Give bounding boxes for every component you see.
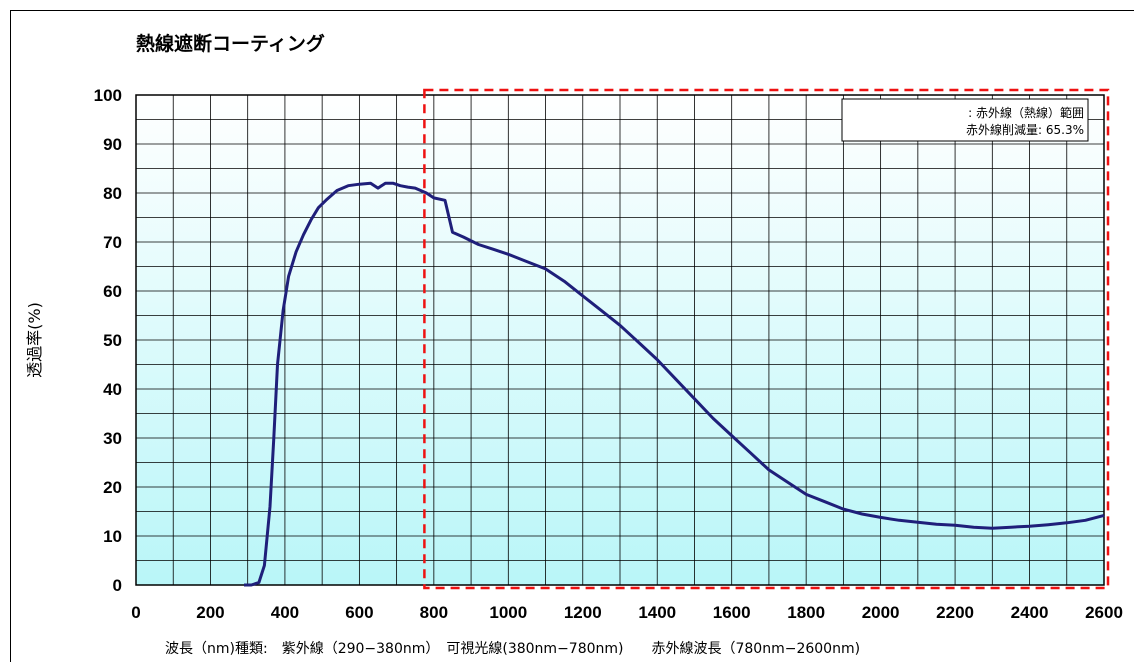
x-tick-label: 2600 [1085, 603, 1123, 622]
x-tick-label: 1400 [638, 603, 676, 622]
x-tick-label: 1000 [489, 603, 527, 622]
x-tick-label: 400 [271, 603, 299, 622]
x-tick-label: 1800 [787, 603, 825, 622]
infrared-range-highlight [423, 88, 1110, 590]
plot-border [135, 94, 1105, 586]
grid [136, 95, 1104, 585]
y-tick-labels: 0 10 20 30 40 50 60 70 80 90 100 [94, 86, 122, 595]
y-axis-label: 透過率(%) [25, 302, 44, 378]
x-tick-labels: 0 200 400 600 800 1000 1200 1400 1600 1800 2000 220… [131, 603, 1123, 622]
legend-box: : 赤外線（熱線）範囲 赤外線削減量: 65.3% [841, 98, 1089, 142]
y-tick-label: 80 [103, 184, 122, 203]
x-tick-label: 200 [196, 603, 224, 622]
x-tick-label: 2400 [1011, 603, 1049, 622]
x-tick-label: 1600 [713, 603, 751, 622]
y-tick-label: 30 [103, 429, 122, 448]
legend-line-1: : 赤外線（熱線）範囲 [968, 105, 1084, 120]
chart-frame [10, 10, 1134, 662]
y-tick-label: 70 [103, 233, 122, 252]
x-tick-label: 600 [345, 603, 373, 622]
chart-title: 熱線遮断コーティング [136, 32, 325, 55]
y-tick-label: 60 [103, 282, 122, 301]
y-tick-label: 90 [103, 135, 122, 154]
y-tick-label: 10 [103, 527, 122, 546]
x-tick-label: 800 [420, 603, 448, 622]
y-tick-label: 50 [103, 331, 122, 350]
x-tick-label: 0 [131, 603, 140, 622]
x-axis-label: 波長（nm)種類: 紫外線（290−380nm） 可視光線(380nm−780n… [165, 641, 860, 657]
x-tick-label: 2000 [862, 603, 900, 622]
y-tick-label: 100 [94, 86, 122, 105]
x-tick-label: 1200 [564, 603, 602, 622]
transmittance-series-line [244, 181, 1105, 587]
y-tick-label: 0 [113, 576, 122, 595]
x-tick-label: 2200 [936, 603, 974, 622]
y-tick-label: 20 [103, 478, 122, 497]
y-tick-label: 40 [103, 380, 122, 399]
legend-line-2: 赤外線削減量: 65.3% [966, 122, 1084, 137]
